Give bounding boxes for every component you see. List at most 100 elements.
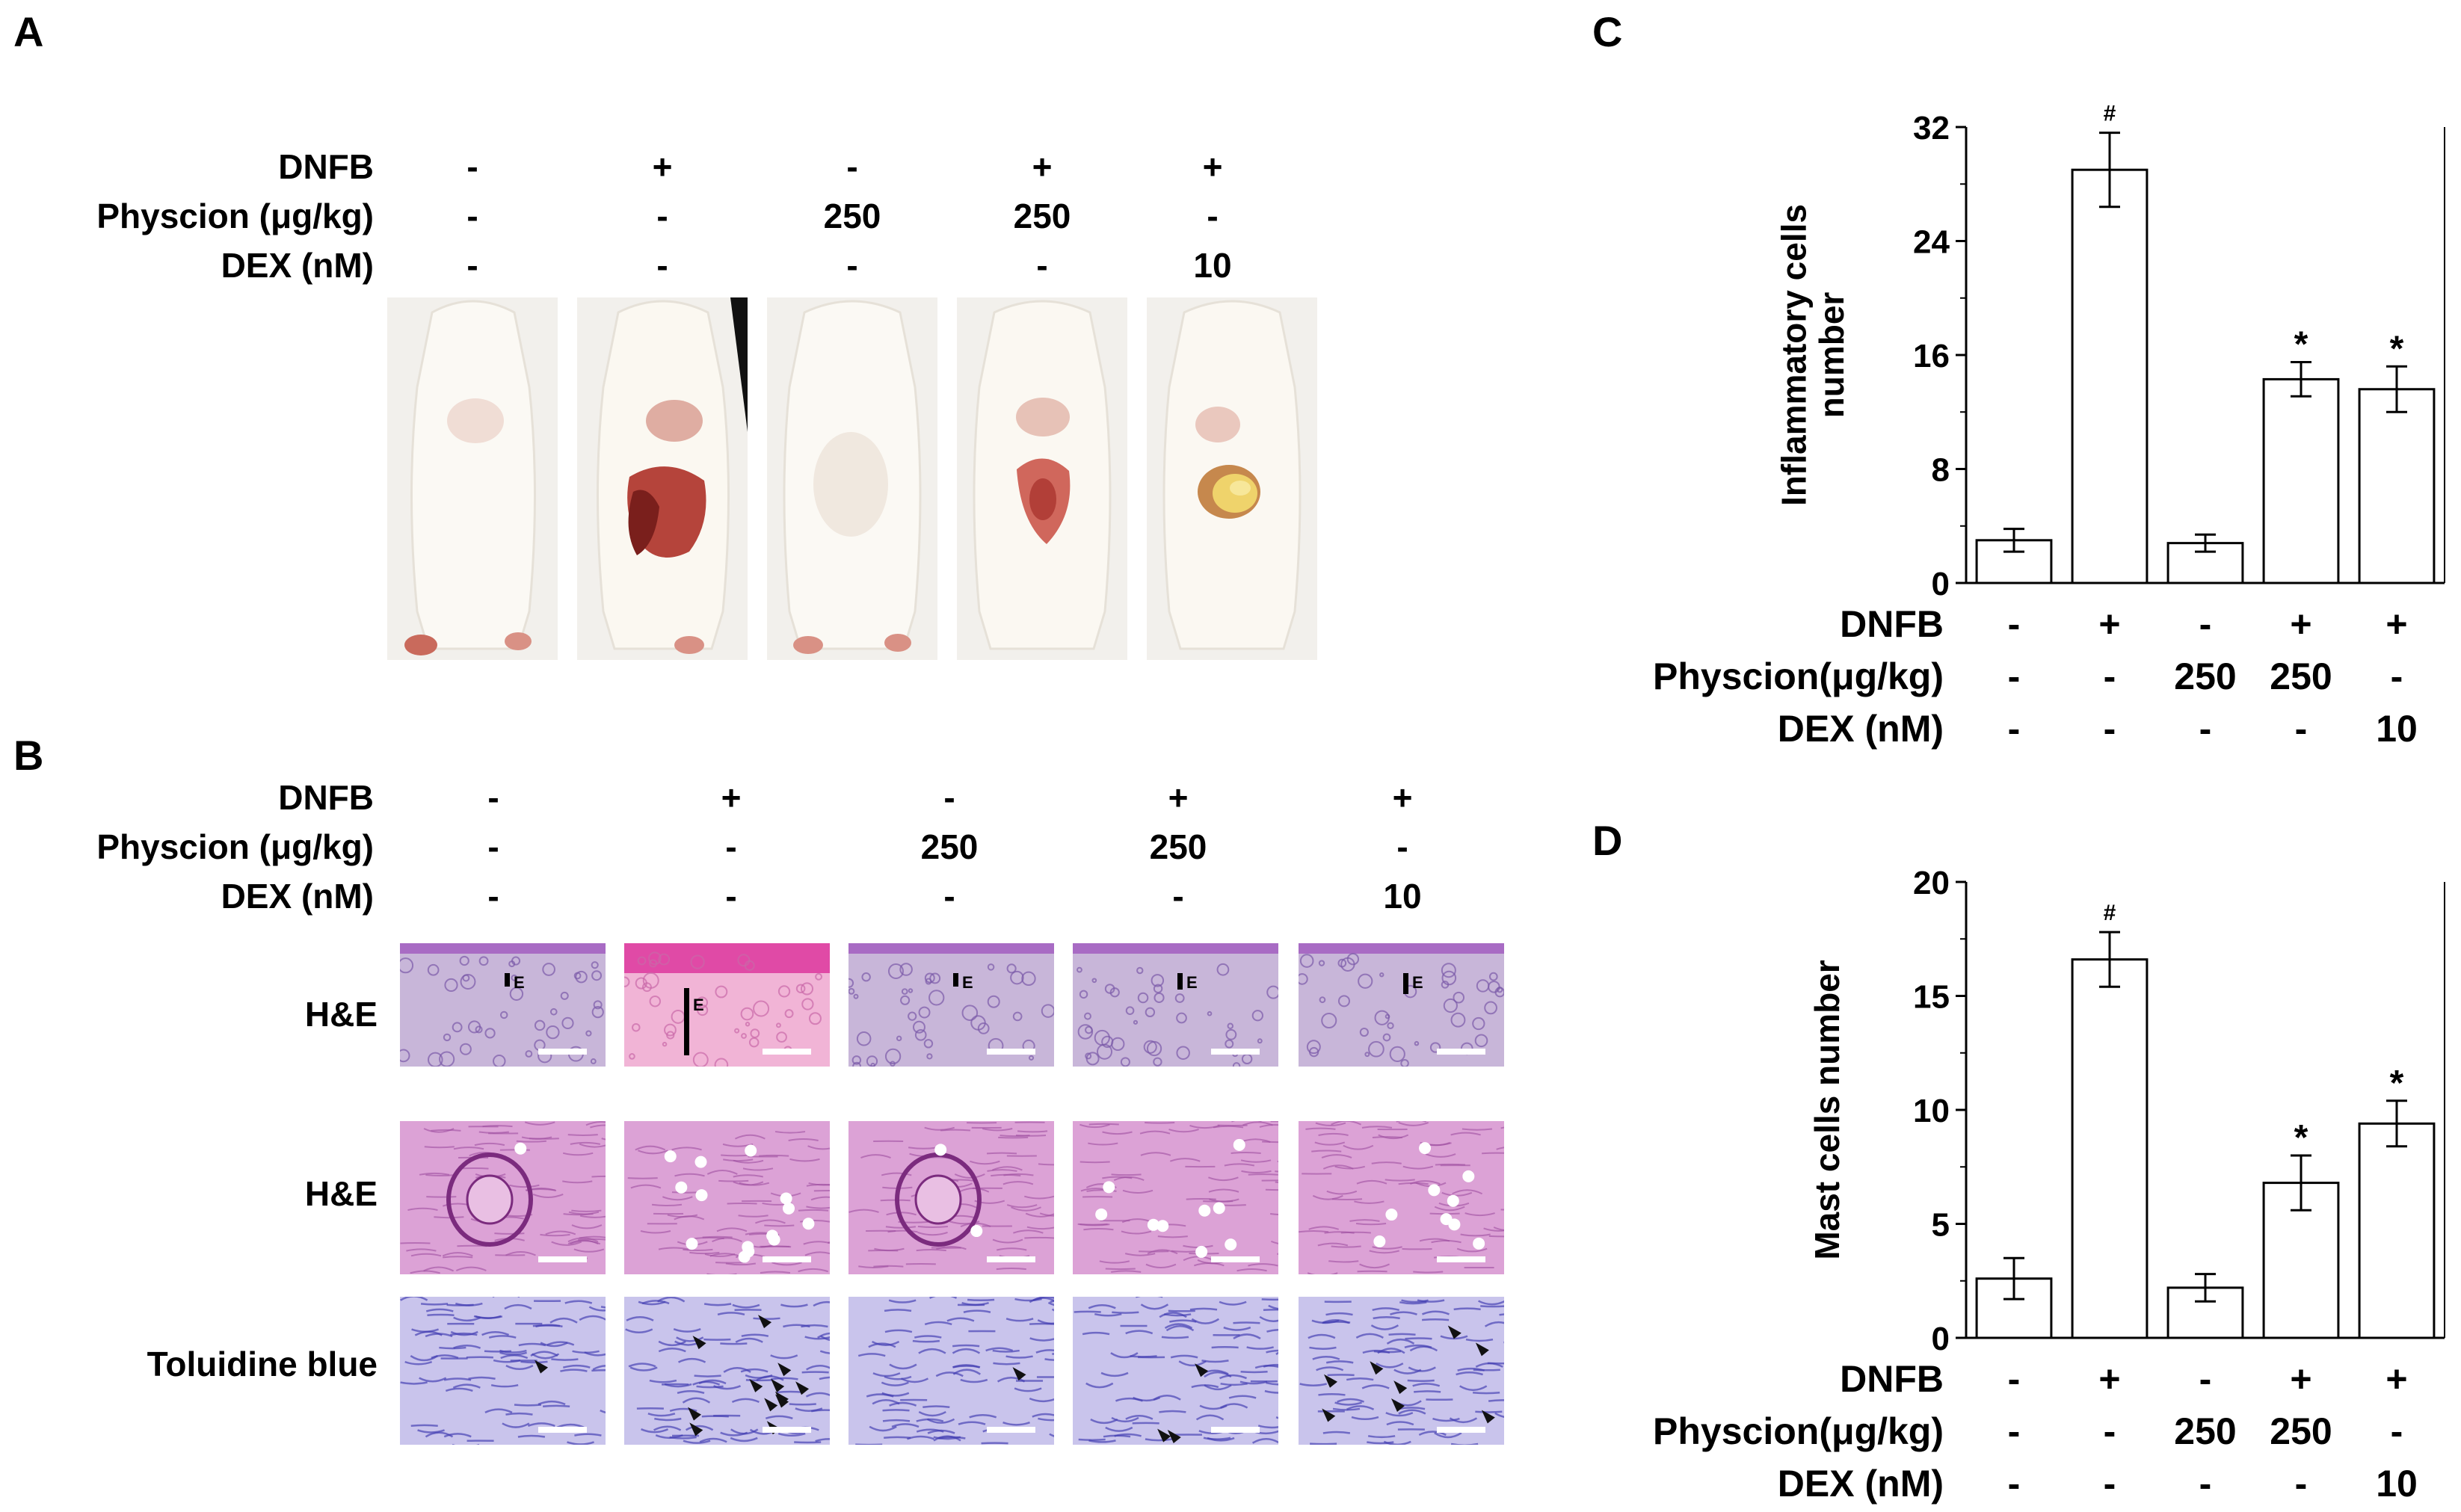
panel-b-treatment-row-label: Physcion (μg/kg) [96, 827, 374, 866]
panel-c-significance-mark: * [2390, 329, 2404, 368]
panel-a-treatment-cell: + [1202, 147, 1223, 186]
panel-a-treatment-cell: + [652, 147, 673, 186]
panel-c-treatment-value: - [2008, 655, 2021, 697]
panel-d-treatment-value: + [2098, 1358, 2120, 1400]
panel-b-treatment-cell: - [487, 827, 499, 866]
panel-a-treatment-cell: 250 [823, 197, 881, 235]
panel-c-treatment-value: 250 [2270, 655, 2332, 697]
panel-d-chart: 0 5 10 15 20 Mast cells number # * * DNFB - + - + + Phy… [1653, 865, 2445, 1505]
panel-b-treatment-cell: - [943, 778, 955, 817]
he-image-1-4: E [1073, 943, 1278, 1067]
mouse-photo-3 [767, 297, 937, 660]
panel-c-bar [2071, 168, 2149, 584]
panel-d-treatment-value: + [2385, 1358, 2407, 1400]
panel-a-treatment-cell: - [846, 147, 858, 186]
panel-c-y-tick-label: 32 [1913, 110, 1950, 146]
panel-a-treatment-cell: - [1207, 197, 1219, 235]
panel-a-treatment-cell: 250 [1013, 197, 1071, 235]
panel-d-y-tick-label: 15 [1913, 979, 1950, 1016]
svg-text:E: E [1186, 973, 1198, 992]
panel-d-y-axis-label: Mast cells number [1808, 960, 1846, 1259]
panel-d-treatment-label: Physcion(μg/kg) [1653, 1410, 1944, 1452]
panel-c-significance-mark: * [2294, 325, 2308, 365]
panel-d-treatment-value: - [2008, 1358, 2021, 1400]
panel-b-treatment-cell: + [721, 778, 742, 817]
panel-d-treatment-value: - [2008, 1463, 2021, 1505]
panel-a-treatment-cell: - [466, 197, 478, 235]
he-image-2-5 [1299, 1121, 1504, 1274]
panel-d-significance-mark: * [2294, 1118, 2308, 1158]
panel-a-treatment-cell: - [656, 197, 668, 235]
panel-b-letter: B [13, 732, 44, 779]
panel-c-y-tick-label: 0 [1932, 566, 1950, 602]
panel-c-treatment-value: - [2391, 655, 2403, 697]
panel-b-treatment-cell: 10 [1383, 877, 1422, 916]
toluidine-blue-image-3-2 [624, 1297, 830, 1445]
panel-a-treatment-cell: - [1036, 246, 1048, 285]
mouse-photo-5 [1147, 297, 1317, 660]
panel-b-treatment-row-label: DEX (nM) [221, 877, 374, 916]
panel-d-bar [2071, 958, 2149, 1339]
panel-c-treatment-label: DNFB [1840, 603, 1944, 645]
stain-label-he-2: H&E [304, 1174, 378, 1213]
panel-b-treatment-cell: - [725, 877, 737, 916]
he-image-1-2: E [624, 943, 830, 1067]
panel-d-treatment-value: - [2391, 1410, 2403, 1452]
panel-d-bar [2166, 1286, 2244, 1339]
he-image-2-1 [400, 1121, 606, 1274]
toluidine-blue-image-3-4 [1073, 1297, 1278, 1445]
panel-d-treatment-label: DEX (nM) [1778, 1463, 1944, 1505]
he-image-1-1: E [400, 943, 606, 1067]
he-image-2-3 [848, 1121, 1054, 1274]
panel-c-letter: C [1592, 8, 1623, 55]
panel-d-y-tick-label: 10 [1913, 1093, 1950, 1129]
stain-label-he-1: H&E [304, 995, 378, 1034]
panel-c-treatment-value: - [2008, 708, 2021, 750]
panel-d-treatment-label: DNFB [1840, 1358, 1944, 1400]
panel-c-treatment-value: + [2385, 603, 2407, 645]
panel-d-treatment-value: - [2008, 1410, 2021, 1452]
panel-d-treatment-value: - [2295, 1463, 2308, 1505]
he-image-1-5: E [1299, 943, 1504, 1067]
panel-b-treatment-row-label: DNFB [278, 778, 374, 817]
panel-b-treatment-cell: - [487, 877, 499, 916]
panel-d-treatment-value: 250 [2270, 1410, 2332, 1452]
panel-b-treatment-cell: - [943, 877, 955, 916]
panel-b-treatment-cell: + [1168, 778, 1189, 817]
mouse-photo-1 [387, 297, 558, 660]
stain-label-toluidine: Toluidine blue [147, 1345, 378, 1383]
mouse-photo-4 [957, 297, 1127, 660]
panel-c-chart: 0 8 16 24 32 Inflammatory cellsnumber # * * DNFB -… [1653, 102, 2445, 750]
svg-text:E: E [962, 973, 973, 992]
panel-c-treatment-value: - [2104, 655, 2116, 697]
mouse-photo-2 [577, 297, 748, 660]
panel-c-treatment-value: - [2104, 708, 2116, 750]
panel-a-treatment-cell: - [656, 246, 668, 285]
panel-c-treatment-value: + [2290, 603, 2311, 645]
panel-d-bar [2358, 1122, 2436, 1339]
panel-c-treatment-value: - [2008, 603, 2021, 645]
panel-c-significance-mark: # [2104, 102, 2116, 126]
panel-c-treatment-value: + [2098, 603, 2120, 645]
panel-b-treatment-cell: + [1392, 778, 1413, 817]
panel-c-y-axis-label: Inflammatory cellsnumber [1774, 204, 1851, 506]
panel-a-treatment-cell: + [1032, 147, 1053, 186]
panel-d-y-tick-label: 20 [1913, 865, 1950, 901]
panel-c-treatment-value: - [2295, 708, 2308, 750]
panel-d-treatment-value: + [2290, 1358, 2311, 1400]
panel-d-treatment-value: 10 [2376, 1463, 2418, 1505]
panel-c-y-tick-label: 8 [1932, 452, 1950, 489]
panel-c-y-tick-label: 16 [1913, 338, 1950, 374]
panel-b-treatment-cell: 250 [1149, 827, 1207, 866]
panel-a-treatment-cell: - [466, 246, 478, 285]
panel-a-treatment-row-label: DNFB [278, 147, 374, 186]
panel-d-treatment-value: - [2199, 1463, 2212, 1505]
panel-b-treatment-cell: - [1396, 827, 1408, 866]
panel-d-y-tick-label: 0 [1932, 1321, 1950, 1357]
panel-d-treatment-value: - [2104, 1410, 2116, 1452]
panel-d-significance-mark: # [2104, 901, 2116, 925]
panel-c-y-tick-label: 24 [1913, 224, 1950, 261]
panel-b-treatment-cell: - [487, 778, 499, 817]
panel-a-treatment-cell: - [846, 246, 858, 285]
svg-text:E: E [693, 996, 704, 1014]
